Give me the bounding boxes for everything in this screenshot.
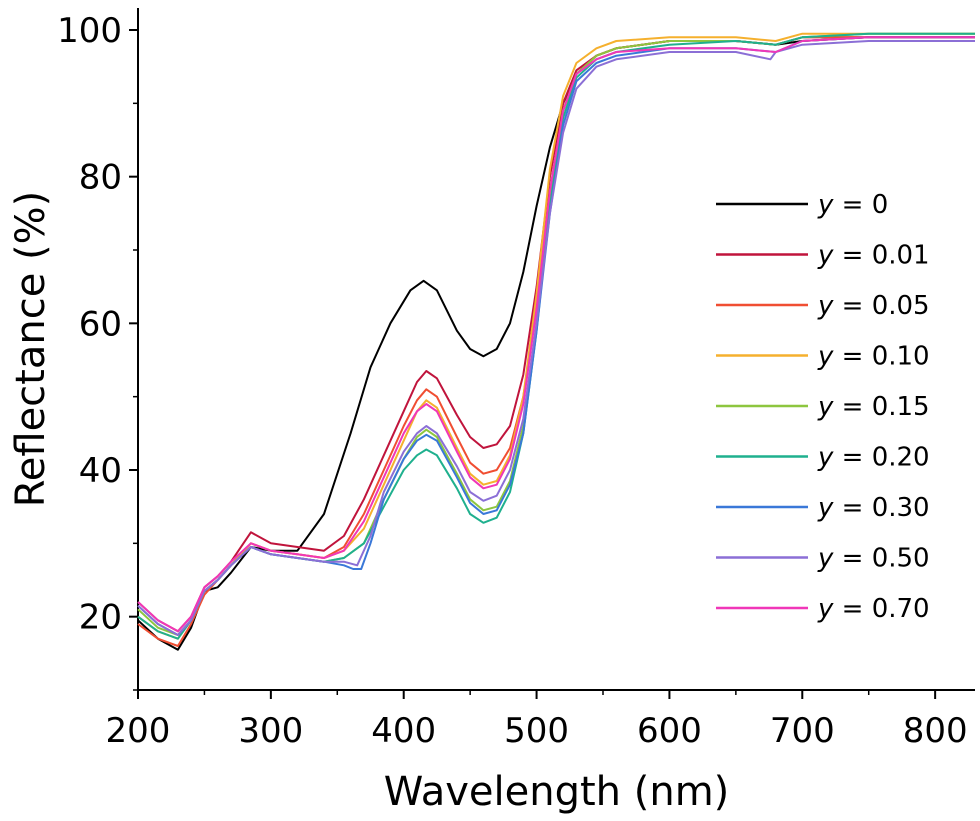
axes: 200 300 400 500 600 700 800 20 40 60 80 100: [57, 8, 975, 751]
x-tick-label: 700: [770, 711, 835, 751]
x-axis-title: Wavelength (nm): [384, 769, 730, 815]
legend: y = 0 y = 0.01 y = 0.05 y = 0.10 y = 0.15 y =…: [716, 190, 930, 624]
y-tick-label: 80: [79, 158, 122, 198]
legend-label: y = 0.50: [817, 544, 930, 574]
x-tick-label: 800: [903, 711, 968, 751]
x-tick-label: 400: [371, 711, 436, 751]
legend-label: y = 0: [817, 190, 888, 220]
y-tick-label: 60: [79, 304, 122, 344]
y-tick-label: 100: [57, 11, 122, 51]
x-tick-label: 600: [637, 711, 702, 751]
legend-label: y = 0.15: [817, 392, 930, 422]
x-tick-label: 300: [238, 711, 303, 751]
legend-label: y = 0.05: [817, 291, 930, 321]
series-lines: [137, 32, 975, 651]
y-tick-label: 20: [79, 598, 122, 638]
series-line-7: [137, 40, 975, 636]
legend-label: y = 0.01: [817, 241, 930, 271]
legend-label: y = 0.10: [817, 342, 930, 372]
legend-label: y = 0.20: [817, 443, 930, 473]
y-tick-label: 40: [79, 451, 122, 491]
legend-label: y = 0.70: [817, 594, 930, 624]
x-tick-label: 500: [504, 711, 569, 751]
x-tick-label: 200: [106, 711, 171, 751]
y-axis-title: Reflectance (%): [8, 191, 54, 507]
series-line-8: [137, 36, 975, 633]
legend-label: y = 0.30: [817, 493, 930, 523]
